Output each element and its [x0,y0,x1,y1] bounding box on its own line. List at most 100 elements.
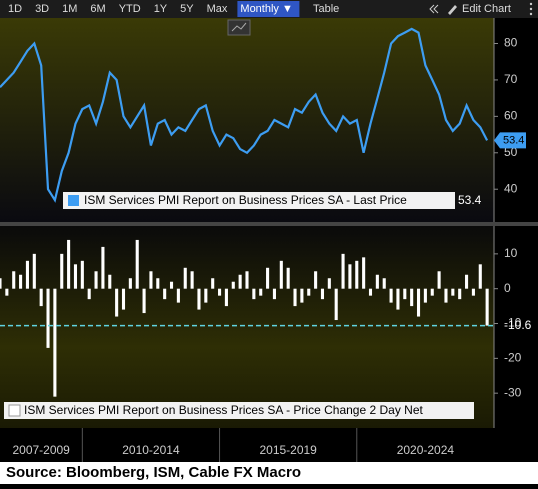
y-tick-label: -10 [504,316,522,330]
bar [80,260,84,289]
bar [286,267,290,289]
bar [87,288,91,300]
bar [334,288,338,321]
bar [108,274,112,289]
last-value-tag [494,132,526,149]
range-button[interactable]: 1D [8,3,22,15]
bar [478,264,482,289]
bar [163,288,167,300]
x-tick-label: 2015-2019 [259,443,317,457]
bar [314,271,318,289]
frequency-button-bg[interactable] [237,1,300,17]
menu-dot[interactable] [529,12,533,16]
bar [53,288,57,397]
x-tick-label: 2010-2014 [122,443,180,457]
bar [32,253,36,289]
panel-divider [0,222,538,226]
bar [135,239,139,289]
bar [362,257,366,289]
bar [156,278,160,289]
chart-type-icon [231,22,247,32]
last-value-label: -10.6 [504,318,532,332]
bar [121,288,126,310]
bar [485,288,489,326]
range-button[interactable]: 5Y [180,3,194,15]
frequency-button[interactable]: Monthly ▼ [240,3,292,15]
y-tick-label: 60 [504,109,518,123]
y-tick-label: -30 [504,385,522,399]
y-tick-label: 50 [504,145,518,159]
bar [252,288,256,300]
range-button[interactable]: 1Y [154,3,168,15]
bar [368,288,373,296]
range-button[interactable]: Max [207,3,228,15]
legend-label: ISM Services PMI Report on Business Pric… [24,403,423,417]
range-button[interactable]: YTD [119,3,141,15]
collapse-icon[interactable] [429,4,439,14]
menu-dot[interactable] [529,7,533,11]
bar [60,253,64,289]
legend-swatch [8,404,21,417]
bar [266,267,270,289]
bar [423,288,427,303]
range-button[interactable]: 3D [35,3,49,15]
bar [403,288,407,300]
bar [190,271,194,289]
bar [382,278,386,289]
bar [12,271,16,289]
table-button[interactable]: Table [313,3,339,15]
bar [396,288,400,310]
range-button[interactable]: 6M [90,3,105,15]
bar [183,267,187,289]
bar [94,271,98,289]
x-tick-label: 2020-2024 [397,443,455,457]
bar [197,288,201,310]
y-tick-label: 70 [504,72,518,86]
source: Source: Bloomberg, ISM, Cable FX Macro [6,464,301,481]
bottom-panel [0,226,494,428]
bar [39,288,43,307]
bar [259,288,263,296]
edit-chart-button[interactable]: Edit Chart [462,3,511,15]
bar [73,264,78,289]
y-tick-label: 80 [504,36,518,50]
y-tick-label: 40 [504,181,518,195]
bar [176,288,180,303]
bar [204,288,208,303]
legend-swatch [68,195,79,206]
y-tick-label: 0 [504,281,511,295]
bar [437,271,441,289]
bar [245,271,249,289]
bar [375,274,379,289]
bar [238,274,242,289]
bar [0,278,2,289]
bar [149,271,153,289]
bar [169,281,174,289]
source-strip [0,462,538,484]
legend-value: 53.4 [458,193,482,207]
bar [67,239,71,289]
bar [224,288,228,307]
bar [25,260,29,289]
bar [300,288,304,303]
bar [307,288,311,296]
bar [279,260,283,289]
top-panel [0,18,494,222]
bar [416,288,421,317]
last-value-label: 53.4 [503,134,524,146]
menu-dot[interactable] [529,2,533,6]
bar [341,253,345,289]
legend-box [4,402,474,419]
edit-icon [448,5,457,15]
range-button[interactable]: 1M [62,3,77,15]
bar [115,288,119,317]
legend-box [63,192,455,209]
bar [293,288,297,307]
bar [19,274,23,289]
price-line [0,27,489,203]
bar [471,288,475,296]
bar [389,288,393,303]
bar [458,288,462,300]
